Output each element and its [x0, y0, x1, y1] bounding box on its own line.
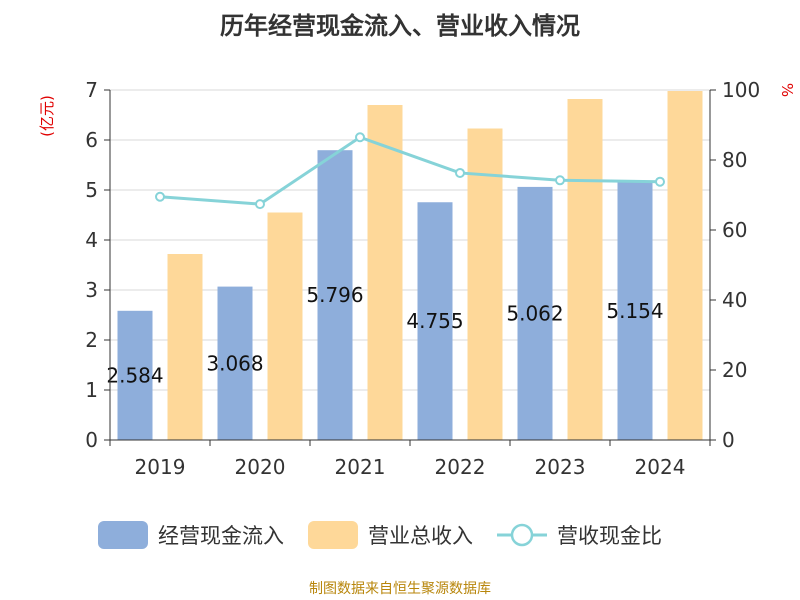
legend-label-经营现金流入: 经营现金流入 [158, 524, 284, 548]
right-tick-label-20: 20 [722, 358, 747, 382]
bar-经营现金流入-2021 [317, 150, 353, 440]
bar-营业总收入-2022 [467, 128, 503, 440]
x-tick-label-2020: 2020 [235, 455, 286, 479]
right-tick-label-60: 60 [722, 218, 747, 242]
x-tick-label-2023: 2023 [535, 455, 586, 479]
bar-营业总收入-2024 [667, 91, 703, 440]
data-label-2020: 3.068 [206, 351, 263, 375]
left-axis-unit: (亿元) [38, 95, 56, 137]
left-tick-label-5: 5 [85, 178, 98, 202]
x-tick-label-2024: 2024 [635, 455, 686, 479]
bar-经营现金流入-2020 [217, 286, 253, 440]
line-point-2023 [555, 175, 565, 186]
bar-营业总收入-2021 [367, 105, 403, 440]
data-label-2022: 4.755 [406, 309, 463, 333]
data-label-2021: 5.796 [306, 283, 363, 307]
x-tick-label-2022: 2022 [435, 455, 486, 479]
x-tick-label-2019: 2019 [135, 455, 186, 479]
line-point-2019 [155, 191, 165, 202]
right-tick-label-100: 100 [722, 78, 760, 102]
data-label-2023: 5.062 [506, 301, 563, 325]
left-tick-label-1: 1 [85, 378, 98, 402]
line-point-2020 [255, 199, 265, 210]
line-营收现金比 [159, 135, 661, 206]
legend-swatch-营业总收入 [308, 521, 358, 549]
bar-营业总收入-2023 [567, 99, 603, 440]
right-tick-label-0: 0 [722, 428, 735, 452]
data-source-note: 制图数据来自恒生聚源数据库 [309, 581, 491, 597]
left-tick-label-2: 2 [85, 328, 98, 352]
legend-swatch-marker-营收现金比 [510, 523, 534, 547]
bar-经营现金流入-2023 [517, 186, 553, 440]
right-tick-label-80: 80 [722, 148, 747, 172]
bar-营业总收入-2019 [167, 254, 203, 440]
line-point-2024 [655, 176, 665, 187]
line-point-2022 [455, 167, 465, 178]
legend-label-营收现金比: 营收现金比 [557, 524, 662, 548]
bar-经营现金流入-2024 [617, 182, 653, 441]
left-tick-label-7: 7 [85, 78, 98, 102]
left-tick-label-3: 3 [85, 278, 98, 302]
right-axis-unit: % [778, 83, 796, 97]
left-tick-label-0: 0 [85, 428, 98, 452]
bar-营业总收入-2020 [267, 212, 303, 440]
chart-title: 历年经营现金流入、营业收入情况 [220, 12, 580, 40]
bar-经营现金流入-2022 [417, 202, 453, 440]
legend-swatch-经营现金流入 [98, 521, 148, 549]
left-tick-label-6: 6 [85, 128, 98, 152]
right-tick-label-40: 40 [722, 288, 747, 312]
left-tick-label-4: 4 [85, 228, 98, 252]
line-point-2021 [355, 132, 365, 143]
x-tick-label-2021: 2021 [335, 455, 386, 479]
bar-经营现金流入-2019 [117, 310, 153, 440]
data-label-2024: 5.154 [606, 299, 663, 323]
data-label-2019: 2.584 [106, 363, 163, 387]
legend-label-营业总收入: 营业总收入 [368, 524, 473, 548]
